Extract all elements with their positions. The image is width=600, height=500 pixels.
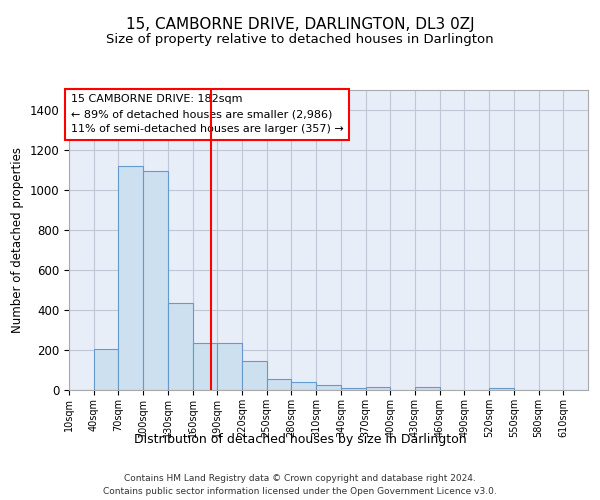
Bar <box>168 303 193 390</box>
Text: 15 CAMBORNE DRIVE: 182sqm
← 89% of detached houses are smaller (2,986)
11% of se: 15 CAMBORNE DRIVE: 182sqm ← 89% of detac… <box>71 94 343 134</box>
Y-axis label: Number of detached properties: Number of detached properties <box>11 147 24 333</box>
Bar <box>415 387 440 390</box>
Text: Size of property relative to detached houses in Darlington: Size of property relative to detached ho… <box>106 32 494 46</box>
Bar <box>193 343 217 390</box>
Bar <box>365 387 390 390</box>
Text: 15, CAMBORNE DRIVE, DARLINGTON, DL3 0ZJ: 15, CAMBORNE DRIVE, DARLINGTON, DL3 0ZJ <box>125 18 475 32</box>
Bar <box>267 379 292 390</box>
Bar <box>94 348 118 390</box>
Bar <box>143 171 168 390</box>
Text: Contains public sector information licensed under the Open Government Licence v3: Contains public sector information licen… <box>103 488 497 496</box>
Text: Contains HM Land Registry data © Crown copyright and database right 2024.: Contains HM Land Registry data © Crown c… <box>124 474 476 483</box>
Text: Distribution of detached houses by size in Darlington: Distribution of detached houses by size … <box>134 432 466 446</box>
Bar <box>118 166 143 390</box>
Bar <box>341 388 365 390</box>
Bar <box>489 388 514 390</box>
Bar <box>217 343 242 390</box>
Bar <box>316 384 341 390</box>
Bar <box>242 361 267 390</box>
Bar <box>292 382 316 390</box>
